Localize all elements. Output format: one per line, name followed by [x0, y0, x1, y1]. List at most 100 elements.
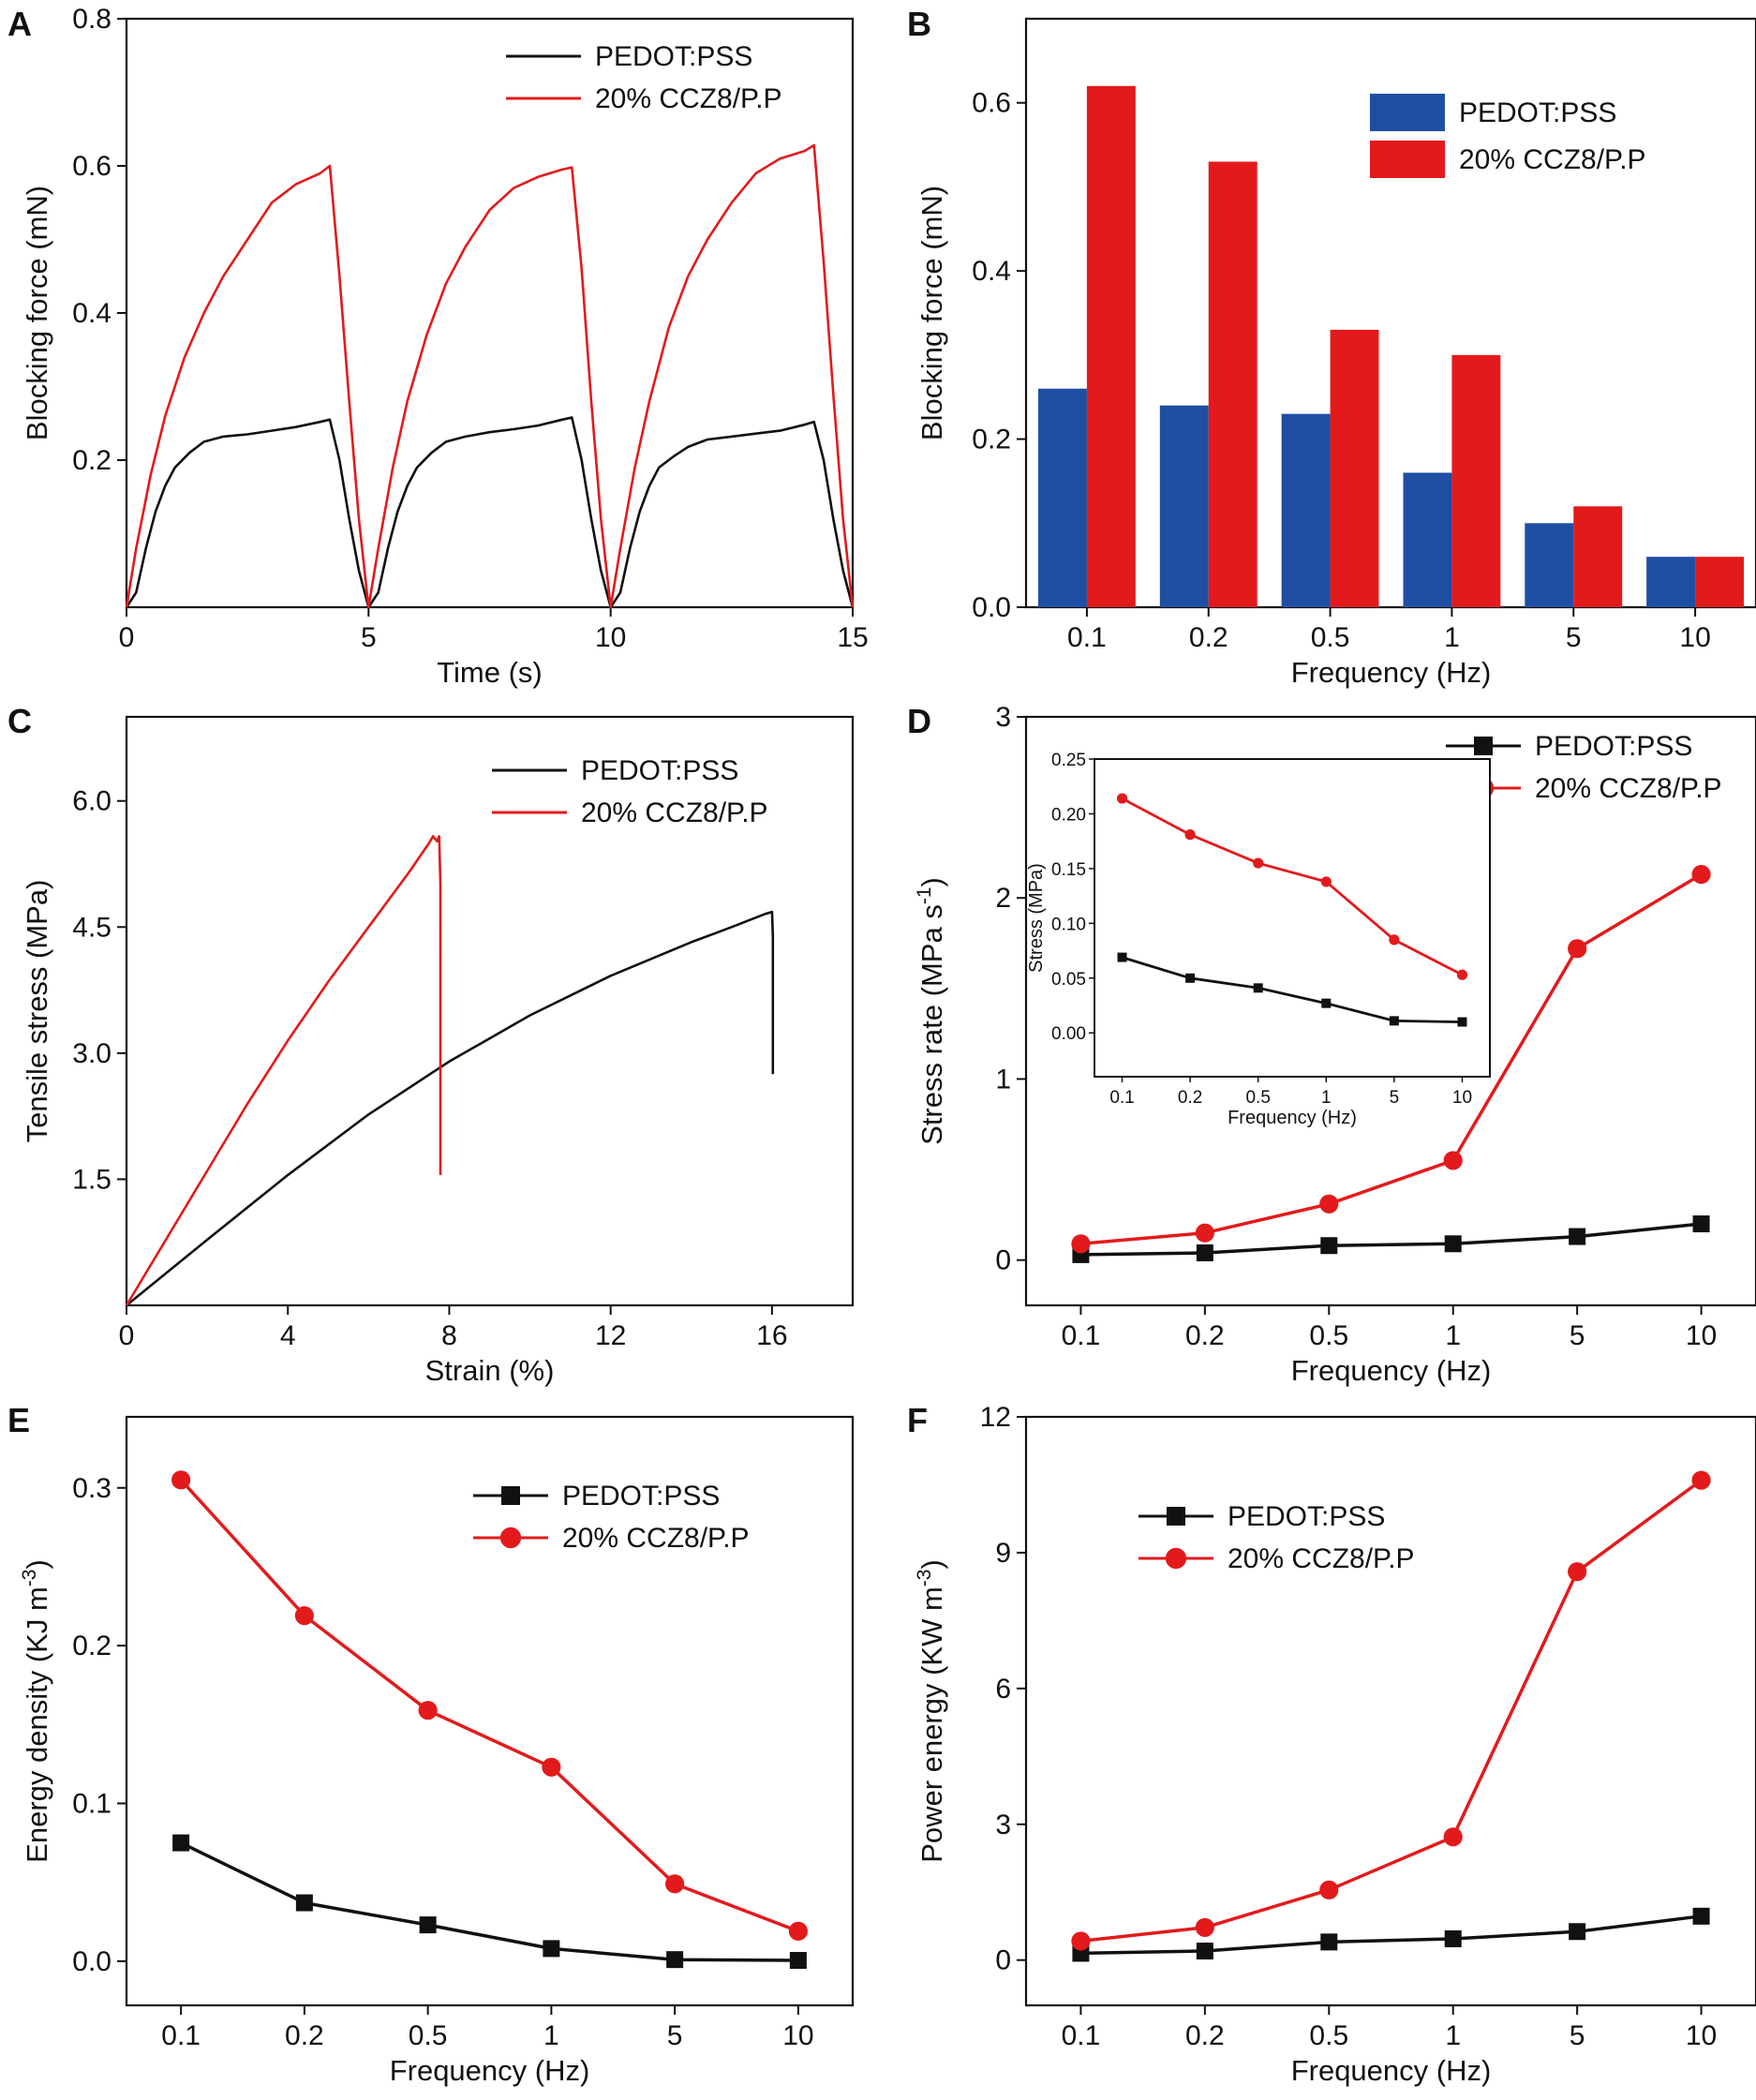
panel-e-y-axis-title-end: ): [21, 1559, 53, 1569]
panel-d-y-axis-title: Stress rate (MPa s-1): [914, 877, 948, 1145]
panel-a-series-1-line: [125, 143, 855, 609]
panel-d-series-0-line: [1080, 1222, 1702, 1257]
panel-c-y-axis-title-main: Tensile stress (MPa): [21, 880, 53, 1143]
panel-f-legend-marker: [1167, 1507, 1185, 1526]
panel-a-y-axis-title: Blocking force (mN): [21, 186, 53, 440]
panel-b-bar-1-4: [1573, 506, 1623, 607]
panel-e-series-1-point: [171, 1470, 191, 1490]
panel-c-y-tick-label: 3.0: [72, 1038, 112, 1069]
panel-d-inset-series-0-point: [1253, 983, 1263, 993]
panel-b-legend-label: PEDOT:PSS: [1459, 97, 1616, 128]
panel-c: C 0 4 8 12 16 1.5 3.0 4.5 6.0 PEDOT:PSS 20% CCZ8/P.…: [7, 702, 855, 1387]
panel-f-series-0-point: [1692, 1907, 1710, 1925]
panel-b-bar-0-5: [1646, 557, 1696, 607]
panel-d-inset-y-tick-label: 0.05: [1051, 970, 1086, 990]
panel-d-inset-x-tick-label: 0.5: [1245, 1088, 1270, 1108]
panel-f-y-axis-title-end: ): [915, 1559, 948, 1569]
panel-e-letter: E: [7, 1401, 30, 1439]
panel-d-series-1-point: [1691, 865, 1711, 885]
panel-d-inset-y-axis-title: Stress (MPa): [1026, 863, 1047, 973]
panel-d-y-axis-title-main: Stress rate (MPa s: [915, 904, 948, 1145]
panel-f-legend-label: 20% CCZ8/P.P: [1228, 1543, 1415, 1574]
panel-f-series-0-point: [1569, 1923, 1586, 1941]
panel-e-series-0-point: [543, 1940, 560, 1958]
panel-d-inset-series-1-point: [1456, 969, 1468, 980]
panel-d-y-tick-label: 0: [995, 1245, 1011, 1276]
panel-e-series-1-point: [542, 1757, 561, 1777]
panel-e-series-0-point: [789, 1952, 807, 1970]
panel-b-bar-1-0: [1086, 85, 1136, 608]
panel-d-inset-x-tick-label: 0.2: [1178, 1088, 1202, 1108]
panel-d-inset-x-tick-label: 5: [1390, 1088, 1400, 1108]
panel-d-x-tick-label: 0.1: [1062, 1320, 1101, 1351]
panel-b-y-tick-label: 0.6: [972, 88, 1011, 119]
panel-c-x-axis-title: Strain (%): [425, 1354, 555, 1387]
panel-b-plot-frame: [1024, 17, 1756, 609]
panel-d-plot-frame: [1024, 715, 1756, 1307]
panel-d-inset-series-0-point: [1389, 1016, 1399, 1026]
panel-f-y-tick-label: 6: [995, 1674, 1011, 1705]
panel-c-x-tick-label: 0: [119, 1320, 135, 1351]
panel-e-x-tick-label: 0.1: [161, 2020, 201, 2051]
panel-b-bar-0-4: [1525, 523, 1574, 607]
panel-e-y-tick-label: 0.2: [72, 1631, 112, 1661]
panel-d-series-1-point: [1195, 1223, 1214, 1243]
panel-f-y-tick-label: 0: [995, 1945, 1011, 1976]
panel-a-legend-label: PEDOT:PSS: [595, 41, 752, 72]
panel-d-series-1-point: [1443, 1151, 1463, 1170]
panel-d-inset-frame: [1094, 758, 1491, 1078]
panel-d-x-tick-label: 0.2: [1185, 1320, 1225, 1351]
panel-d-inset-series-0-point: [1185, 973, 1196, 983]
panel-d-inset-series-1-point: [1320, 876, 1332, 887]
panel-e-legend-label: 20% CCZ8/P.P: [562, 1523, 750, 1554]
panel-c-x-tick-label: 16: [756, 1320, 787, 1351]
panel-a-y-tick-label: 0.4: [72, 298, 112, 329]
panel-f-x-axis-title: Frequency (Hz): [1291, 2054, 1492, 2087]
panel-a-x-axis-title: Time (s): [437, 656, 543, 689]
panel-f-x-tick-label: 0.2: [1185, 2020, 1225, 2051]
panel-f-x-tick-label: 1: [1445, 2020, 1461, 2051]
panel-e-series-0-line: [180, 1841, 798, 1962]
panel-e-legend-marker: [501, 1486, 520, 1505]
panel-e-y-tick-label: 0.1: [72, 1788, 112, 1819]
panel-b-y-axis-title: Blocking force (mN): [915, 186, 948, 440]
panel-d-inset-series-1-line: [1121, 797, 1464, 976]
panel-f-series-1-point: [1443, 1827, 1463, 1847]
panel-b-bar-1-2: [1330, 329, 1379, 607]
panel-d-y-axis-title-end: ): [915, 877, 948, 886]
panel-e-plot-frame: [125, 1415, 855, 2007]
panel-f-series-1-point: [1195, 1917, 1214, 1937]
panel-b-y-tick-label: 0.0: [972, 592, 1011, 623]
panel-e-series-1-point: [418, 1701, 438, 1720]
panel-d-inset-x-tick-label: 0.1: [1109, 1088, 1134, 1108]
panel-a-y-tick-label: 0.2: [72, 445, 112, 476]
panel-c-y-tick-label: 4.5: [72, 912, 112, 943]
panel-a-x-tick-label: 15: [837, 622, 868, 653]
panel-d-inset-y-tick-label: 0.25: [1051, 751, 1086, 770]
panel-d-series-0-point: [1692, 1215, 1710, 1233]
panel-c-x-tick-label: 8: [441, 1320, 457, 1351]
panel-f-series-1-point: [1691, 1470, 1711, 1490]
panel-f-series-0-point: [1320, 1933, 1338, 1951]
panel-a-y-tick-label: 0.6: [72, 151, 112, 182]
panel-f: F 0.1 0.2 0.5 1 5 10 0 3 6 9 12 PEDOT:PSS 20% CCZ8/P.…: [907, 1401, 1756, 2087]
panel-b-x-axis-title: Frequency (Hz): [1291, 656, 1492, 689]
panel-b-bar-1-5: [1695, 557, 1745, 607]
panel-f-x-tick-label: 10: [1686, 2020, 1717, 2051]
panel-f-y-axis-title-main: Power energy (KW m: [915, 1586, 948, 1863]
panel-e-legend-label: PEDOT:PSS: [562, 1481, 720, 1512]
panel-e-series-0-point: [295, 1894, 313, 1912]
panel-f-legend-label: PEDOT:PSS: [1228, 1501, 1385, 1532]
panel-b-x-tick-label: 0.5: [1311, 622, 1350, 653]
panel-b-bar-0-2: [1281, 413, 1331, 607]
panel-b-y-axis-title-main: Blocking force (mN): [915, 186, 948, 440]
panel-d-x-tick-label: 1: [1445, 1320, 1461, 1351]
panel-d-legend-marker: [1474, 737, 1493, 755]
panel-c-series-0-line: [126, 910, 775, 1307]
panel-e-y-axis-title-sup: -3: [19, 1570, 40, 1587]
panel-d-inset-x-axis-title: Frequency (Hz): [1228, 1108, 1357, 1128]
panel-d-inset-series-1-point: [1184, 829, 1196, 841]
panel-e-series-0-point: [172, 1834, 190, 1852]
panel-b-y-tick-label: 0.2: [972, 424, 1011, 455]
